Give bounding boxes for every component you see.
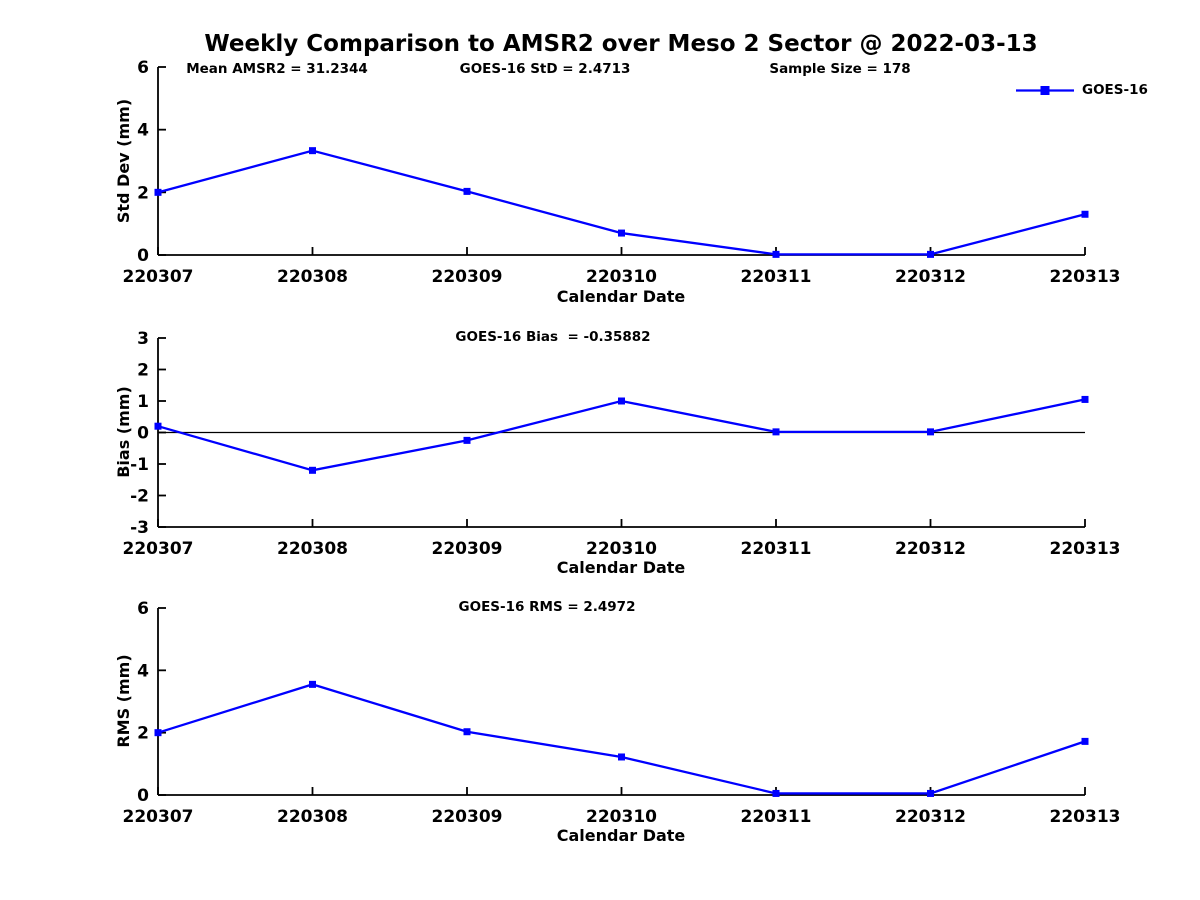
chart-rms: 0 2 4 6 220307 220308 220309 220310 220311 220312…	[123, 599, 1121, 827]
y-tick-label: 0	[137, 786, 149, 806]
x-tick-label: 220310	[586, 267, 657, 287]
annotation-sample-size: Sample Size = 178	[769, 61, 911, 77]
legend: GOES-16	[1016, 82, 1148, 98]
x-tick-label: 220313	[1050, 807, 1121, 827]
data-point-marker	[309, 466, 316, 474]
data-point-marker	[1081, 737, 1089, 745]
data-point-marker	[618, 753, 625, 761]
data-point-marker	[772, 250, 780, 258]
data-point-marker	[618, 397, 625, 405]
data-point-marker	[927, 250, 934, 258]
x-tick-label: 220309	[432, 807, 503, 827]
data-point-marker	[463, 187, 471, 195]
series-line	[157, 683, 1086, 795]
annotation-goes16-rms: GOES-16 RMS = 2.4972	[458, 599, 636, 615]
x-tick-label: 220312	[895, 807, 966, 827]
y-tick-label: 6	[137, 58, 149, 78]
series-line	[157, 149, 1086, 256]
y-tick-label: 6	[137, 599, 149, 619]
x-tick-label: 220307	[123, 807, 194, 827]
x-tick-label: 220313	[1050, 267, 1121, 287]
x-tick-label: 220312	[895, 539, 966, 559]
data-point-marker	[772, 789, 780, 797]
x-tick-label: 220308	[277, 539, 348, 559]
data-point-marker	[1081, 210, 1089, 218]
data-point-marker	[154, 422, 162, 430]
x-tick-label: 220308	[277, 267, 348, 287]
figure-title: Weekly Comparison to AMSR2 over Meso 2 S…	[204, 31, 1038, 57]
x-tick-label: 220310	[586, 807, 657, 827]
y-tick-label: -2	[130, 487, 149, 507]
data-point-marker	[154, 729, 162, 737]
ylabel-rms: RMS (mm)	[114, 654, 133, 748]
ylabel-std-dev: Std Dev (mm)	[114, 98, 133, 224]
x-tick-label: 220309	[432, 539, 503, 559]
y-tick-label: -1	[130, 455, 149, 475]
x-tick-label: 220311	[741, 267, 812, 287]
y-tick-label: 1	[137, 392, 149, 412]
annotation-mean-amsr2: Mean AMSR2 = 31.2344	[186, 61, 368, 77]
y-tick-label: 2	[137, 361, 149, 381]
x-tick-label: 220311	[741, 807, 812, 827]
ylabel-bias: Bias (mm)	[114, 386, 133, 478]
x-tick-label: 220312	[895, 267, 966, 287]
xlabel-calendar-date-3: Calendar Date	[556, 826, 686, 845]
y-tick-label: 2	[137, 724, 149, 744]
y-tick-label: 0	[137, 424, 149, 444]
data-point-marker	[309, 680, 316, 688]
xlabel-calendar-date-1: Calendar Date	[556, 287, 686, 306]
x-tick-label: 220307	[123, 539, 194, 559]
chart-std-dev: 0 2 4 6 220307 220308 220309 220310 220311 220312…	[123, 58, 1121, 287]
xlabel-calendar-date-2: Calendar Date	[556, 558, 686, 577]
legend-marker-icon	[1040, 85, 1050, 95]
data-point-marker	[463, 436, 471, 444]
x-tick-label: 220309	[432, 267, 503, 287]
annotation-goes16-std: GOES-16 StD = 2.4713	[459, 61, 631, 77]
data-point-marker	[154, 188, 162, 196]
x-tick-label: 220307	[123, 267, 194, 287]
data-point-marker	[927, 428, 934, 436]
legend-line-sample	[1016, 85, 1074, 95]
data-point-marker	[618, 229, 625, 237]
y-tick-label: 0	[137, 246, 149, 266]
data-point-marker	[309, 147, 316, 155]
data-point-marker	[463, 728, 471, 736]
series-line	[157, 398, 1086, 472]
annotation-goes16-bias: GOES-16 Bias = -0.35882	[455, 329, 651, 345]
y-tick-label: 2	[137, 183, 149, 203]
y-tick-label: 4	[137, 121, 149, 141]
chart-bias: -3 -2 -1 0 1 2 3 220307 220308 220309 220310 220311…	[123, 329, 1121, 559]
y-tick-label: 3	[137, 329, 149, 349]
y-tick-label: -3	[130, 518, 149, 538]
legend-label: GOES-16	[1082, 82, 1148, 98]
y-tick-label: 4	[137, 661, 149, 681]
data-point-marker	[1081, 395, 1089, 403]
x-tick-label: 220311	[741, 539, 812, 559]
x-tick-label: 220313	[1050, 539, 1121, 559]
data-point-marker	[772, 428, 780, 436]
data-point-marker	[927, 789, 934, 797]
x-tick-label: 220310	[586, 539, 657, 559]
x-tick-label: 220308	[277, 807, 348, 827]
